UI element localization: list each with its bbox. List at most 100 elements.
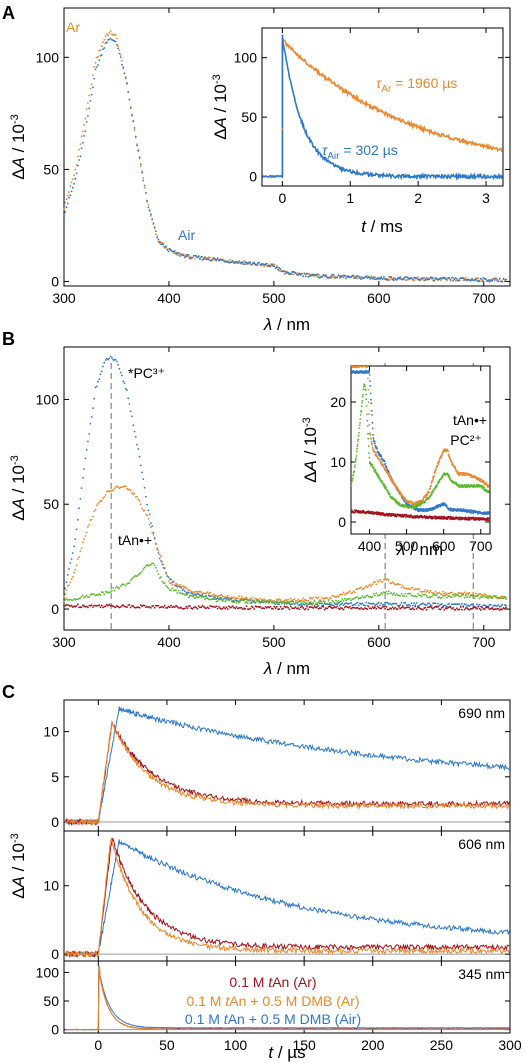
data-point xyxy=(351,592,354,594)
data-point xyxy=(69,185,72,188)
data-point xyxy=(385,466,388,469)
data-point xyxy=(215,260,218,262)
data-point xyxy=(171,250,174,253)
data-point xyxy=(126,82,128,85)
y-tick-label: 50 xyxy=(43,496,59,512)
data-point xyxy=(491,279,494,282)
data-point xyxy=(124,77,127,80)
data-point xyxy=(303,601,306,603)
data-point xyxy=(375,607,378,610)
x-tick-label: 0 xyxy=(94,1037,102,1053)
data-point xyxy=(304,275,307,278)
data-point xyxy=(352,603,355,606)
data-point xyxy=(320,276,322,279)
legend-italic: t xyxy=(224,1011,229,1027)
x-axis-label-unit: / µs xyxy=(273,1043,305,1062)
data-point xyxy=(444,277,447,280)
data-point xyxy=(363,384,366,386)
x-tick-label: 0 xyxy=(278,190,286,206)
data-point xyxy=(129,606,132,609)
data-point xyxy=(200,606,203,609)
data-point xyxy=(63,595,65,598)
data-point xyxy=(428,591,431,594)
y-axis-label-exponent: -3 xyxy=(9,114,21,124)
data-point xyxy=(142,604,145,607)
data-point xyxy=(400,592,403,595)
data-point xyxy=(398,277,400,280)
data-point xyxy=(63,605,65,607)
data-point xyxy=(114,34,117,37)
data-point xyxy=(265,606,268,609)
data-point xyxy=(277,268,279,271)
data-point xyxy=(158,557,161,560)
data-point xyxy=(98,501,101,504)
data-point xyxy=(299,600,302,603)
data-point xyxy=(77,164,79,167)
data-point xyxy=(473,606,476,608)
data-point xyxy=(369,392,372,395)
data-point xyxy=(425,590,428,593)
data-point xyxy=(69,581,72,583)
data-point xyxy=(503,608,506,610)
data-point xyxy=(353,466,356,469)
data-point xyxy=(138,500,141,502)
data-point xyxy=(379,459,381,461)
data-point xyxy=(105,490,108,493)
data-point xyxy=(365,393,367,396)
data-point xyxy=(372,449,375,452)
data-point xyxy=(150,607,152,609)
data-point xyxy=(133,492,136,495)
data-point xyxy=(150,563,152,566)
data-point xyxy=(371,606,374,608)
data-point xyxy=(100,604,103,607)
data-point xyxy=(400,586,403,589)
data-point xyxy=(341,275,344,277)
data-point xyxy=(369,278,371,281)
data-point xyxy=(347,275,350,278)
x-tick-label: 700 xyxy=(472,634,496,650)
y-axis-label-delta: Δ xyxy=(9,887,28,898)
data-point xyxy=(80,487,83,489)
data-point xyxy=(487,519,490,522)
data-point xyxy=(65,198,68,201)
data-point xyxy=(129,107,132,110)
data-point xyxy=(196,256,199,259)
data-point xyxy=(481,596,483,599)
data-point xyxy=(89,422,92,425)
series-air xyxy=(63,37,507,283)
data-point xyxy=(384,463,387,465)
data-point xyxy=(505,598,507,600)
data-point xyxy=(381,480,383,482)
data-point xyxy=(371,583,374,586)
data-point xyxy=(148,523,151,526)
data-point xyxy=(433,280,436,282)
data-point xyxy=(383,483,386,486)
data-point xyxy=(372,607,375,610)
data-point xyxy=(481,280,483,283)
data-point xyxy=(487,517,490,520)
data-point xyxy=(393,602,395,605)
data-point xyxy=(461,484,463,486)
data-point xyxy=(424,593,427,596)
data-point xyxy=(195,606,198,609)
data-point xyxy=(323,600,326,603)
data-point xyxy=(284,272,287,275)
data-point xyxy=(102,48,104,51)
data-point xyxy=(498,609,501,611)
data-point xyxy=(119,606,122,608)
data-point xyxy=(360,603,363,606)
data-point xyxy=(303,603,306,606)
data-point xyxy=(371,427,374,430)
series-red xyxy=(63,603,507,611)
data-point xyxy=(399,595,402,597)
y-axis-label-unit: / 10 xyxy=(9,843,28,876)
data-point xyxy=(84,130,87,133)
x-axis-label-symbol: λ xyxy=(263,315,272,334)
data-point xyxy=(139,165,142,168)
data-point xyxy=(326,607,329,610)
data-point xyxy=(439,505,442,508)
data-point xyxy=(97,55,99,58)
data-point xyxy=(166,574,169,577)
series-green xyxy=(351,383,490,509)
data-point xyxy=(274,607,277,610)
